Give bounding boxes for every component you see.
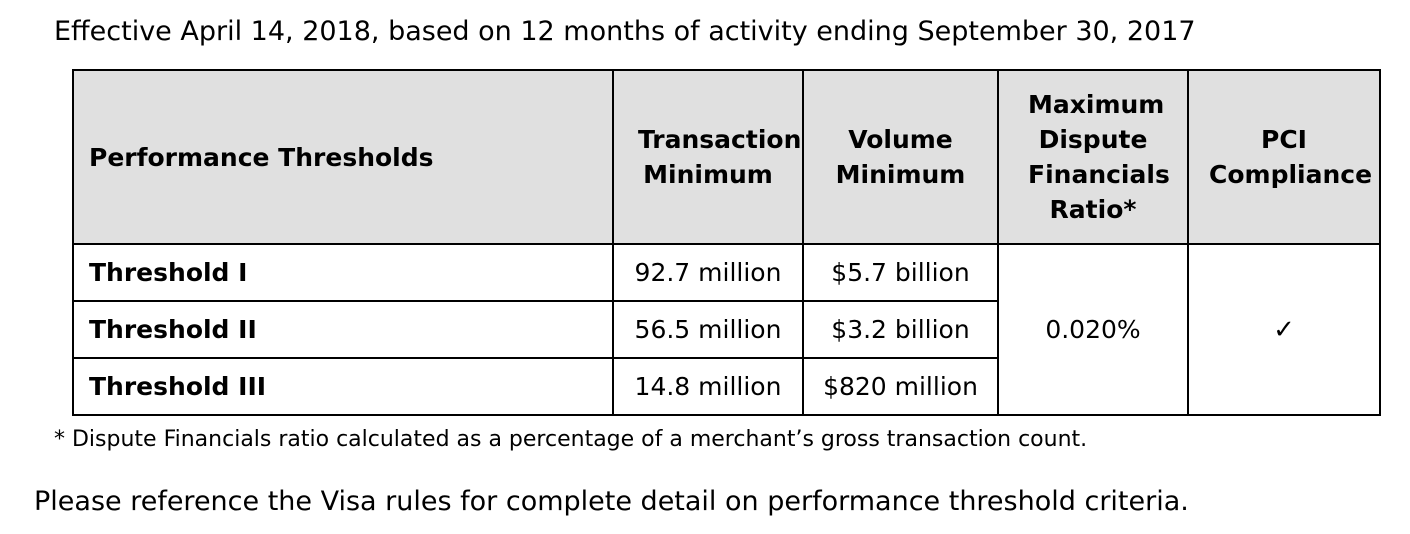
transaction-minimum-cell: 14.8 million: [612, 357, 804, 416]
header-performance-thresholds: Performance Thresholds: [72, 69, 614, 245]
header-volume-minimum-label: Volume Minimum: [835, 125, 966, 189]
volume-minimum-cell: $5.7 billion: [802, 243, 999, 302]
footnote: * Dispute Financials ratio calculated as…: [54, 427, 1088, 452]
header-transaction-minimum-label: Transaction Minimum: [638, 125, 802, 189]
header-max-dispute-ratio-label: Maximum Dispute Financials Ratio*: [1028, 90, 1170, 224]
table-row: Threshold II 56.5 million $3.2 billion: [72, 300, 1380, 359]
header-pci-compliance: PCI Compliance: [1187, 69, 1381, 245]
row-label: Threshold III: [72, 357, 614, 416]
header-max-dispute-ratio: Maximum Dispute Financials Ratio*: [997, 69, 1189, 245]
pci-compliance-cell: ✓: [1187, 243, 1381, 416]
max-dispute-ratio-cell: 0.020%: [997, 243, 1189, 416]
table-header-row: Performance Thresholds Transaction Minim…: [72, 69, 1381, 245]
row-label: Threshold I: [72, 243, 614, 302]
performance-thresholds-table: Performance Thresholds Transaction Minim…: [72, 69, 1381, 416]
reference-text: Please reference the Visa rules for comp…: [34, 486, 1189, 517]
header-volume-minimum: Volume Minimum: [802, 69, 999, 245]
header-pci-compliance-label: PCI Compliance: [1209, 125, 1373, 189]
transaction-minimum-cell: 56.5 million: [612, 300, 804, 359]
intro-text: Effective April 14, 2018, based on 12 mo…: [54, 16, 1196, 47]
volume-minimum-cell: $820 million: [802, 357, 999, 416]
table-row: Threshold III 14.8 million $820 million: [72, 357, 1380, 416]
transaction-minimum-cell: 92.7 million: [612, 243, 804, 302]
volume-minimum-cell: $3.2 billion: [802, 300, 999, 359]
checkmark-icon: ✓: [1273, 314, 1295, 345]
table-row: Threshold I 92.7 million $5.7 billion 0.…: [72, 243, 1381, 416]
header-transaction-minimum: Transaction Minimum: [612, 69, 804, 245]
row-label: Threshold II: [72, 300, 614, 359]
